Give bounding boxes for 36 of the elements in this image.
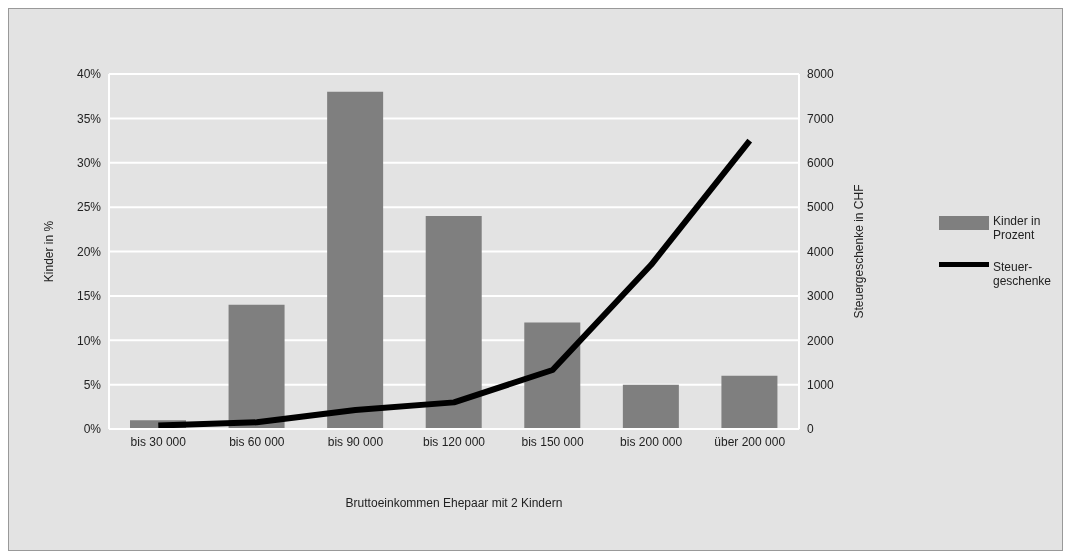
y2-axis-title: Steuergeschenke in CHF (852, 184, 867, 319)
x-tick-label: bis 90 000 (327, 434, 384, 449)
bar (327, 91, 384, 429)
x-tick-label: bis 120 000 (422, 434, 486, 449)
y2-tick-label: 2000 (807, 333, 835, 348)
y-tick-label: 30% (76, 156, 102, 171)
y2-tick-label: 7000 (807, 111, 835, 126)
y2-tick-label: 0 (807, 422, 814, 437)
x-tick-label: bis 60 000 (229, 434, 285, 449)
y2-tick-label: 1000 (807, 377, 835, 392)
x-tick-label: bis 150 000 (521, 434, 584, 449)
bar (228, 304, 285, 429)
y-tick-label: 20% (76, 244, 102, 259)
x-tick-label: über 200 000 (714, 434, 786, 449)
y2-tick-label: 3000 (807, 289, 835, 304)
x-tick-label: bis 200 000 (620, 434, 683, 449)
y-tick-label: 15% (76, 289, 102, 304)
bar (721, 375, 778, 429)
x-axis-title: Bruttoeinkommen Ehepaar mit 2 Kindern (345, 496, 563, 510)
bar (622, 384, 679, 429)
y2-tick-label: 5000 (807, 200, 835, 215)
y-tick-label: 5% (83, 377, 102, 392)
x-tick-label: bis 30 000 (130, 434, 187, 449)
legend-label: Steuer-geschenke (993, 260, 1053, 288)
y2-tick-label: 4000 (807, 244, 835, 259)
y-tick-label: 10% (76, 333, 102, 348)
y-tick-label: 35% (76, 111, 102, 126)
y2-tick-label: 8000 (807, 67, 835, 82)
y-tick-label: 25% (76, 200, 102, 215)
bar (425, 216, 482, 429)
y-axis-title: Kinder in % (42, 220, 57, 283)
y2-tick-label: 6000 (807, 156, 835, 171)
legend-label: Kinder in Prozent (993, 214, 1042, 242)
y-tick-label: 0% (83, 422, 102, 437)
y-tick-label: 40% (76, 67, 102, 82)
bar (524, 322, 581, 429)
